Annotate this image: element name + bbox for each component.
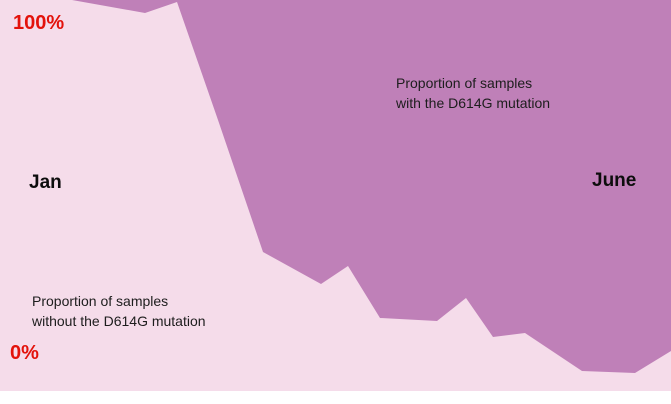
area-with-mutation bbox=[0, 0, 671, 373]
x-axis-end-label: June bbox=[592, 170, 637, 191]
stacked-area-plot bbox=[0, 0, 671, 391]
y-axis-min-label: 0% bbox=[10, 342, 39, 364]
x-axis-start-label: Jan bbox=[29, 172, 62, 193]
annotation-without-mutation: Proportion of samples without the D614G … bbox=[32, 293, 206, 329]
y-axis-max-label: 100% bbox=[13, 12, 65, 34]
annotation-with-mutation: Proportion of samples with the D614G mut… bbox=[396, 75, 551, 111]
